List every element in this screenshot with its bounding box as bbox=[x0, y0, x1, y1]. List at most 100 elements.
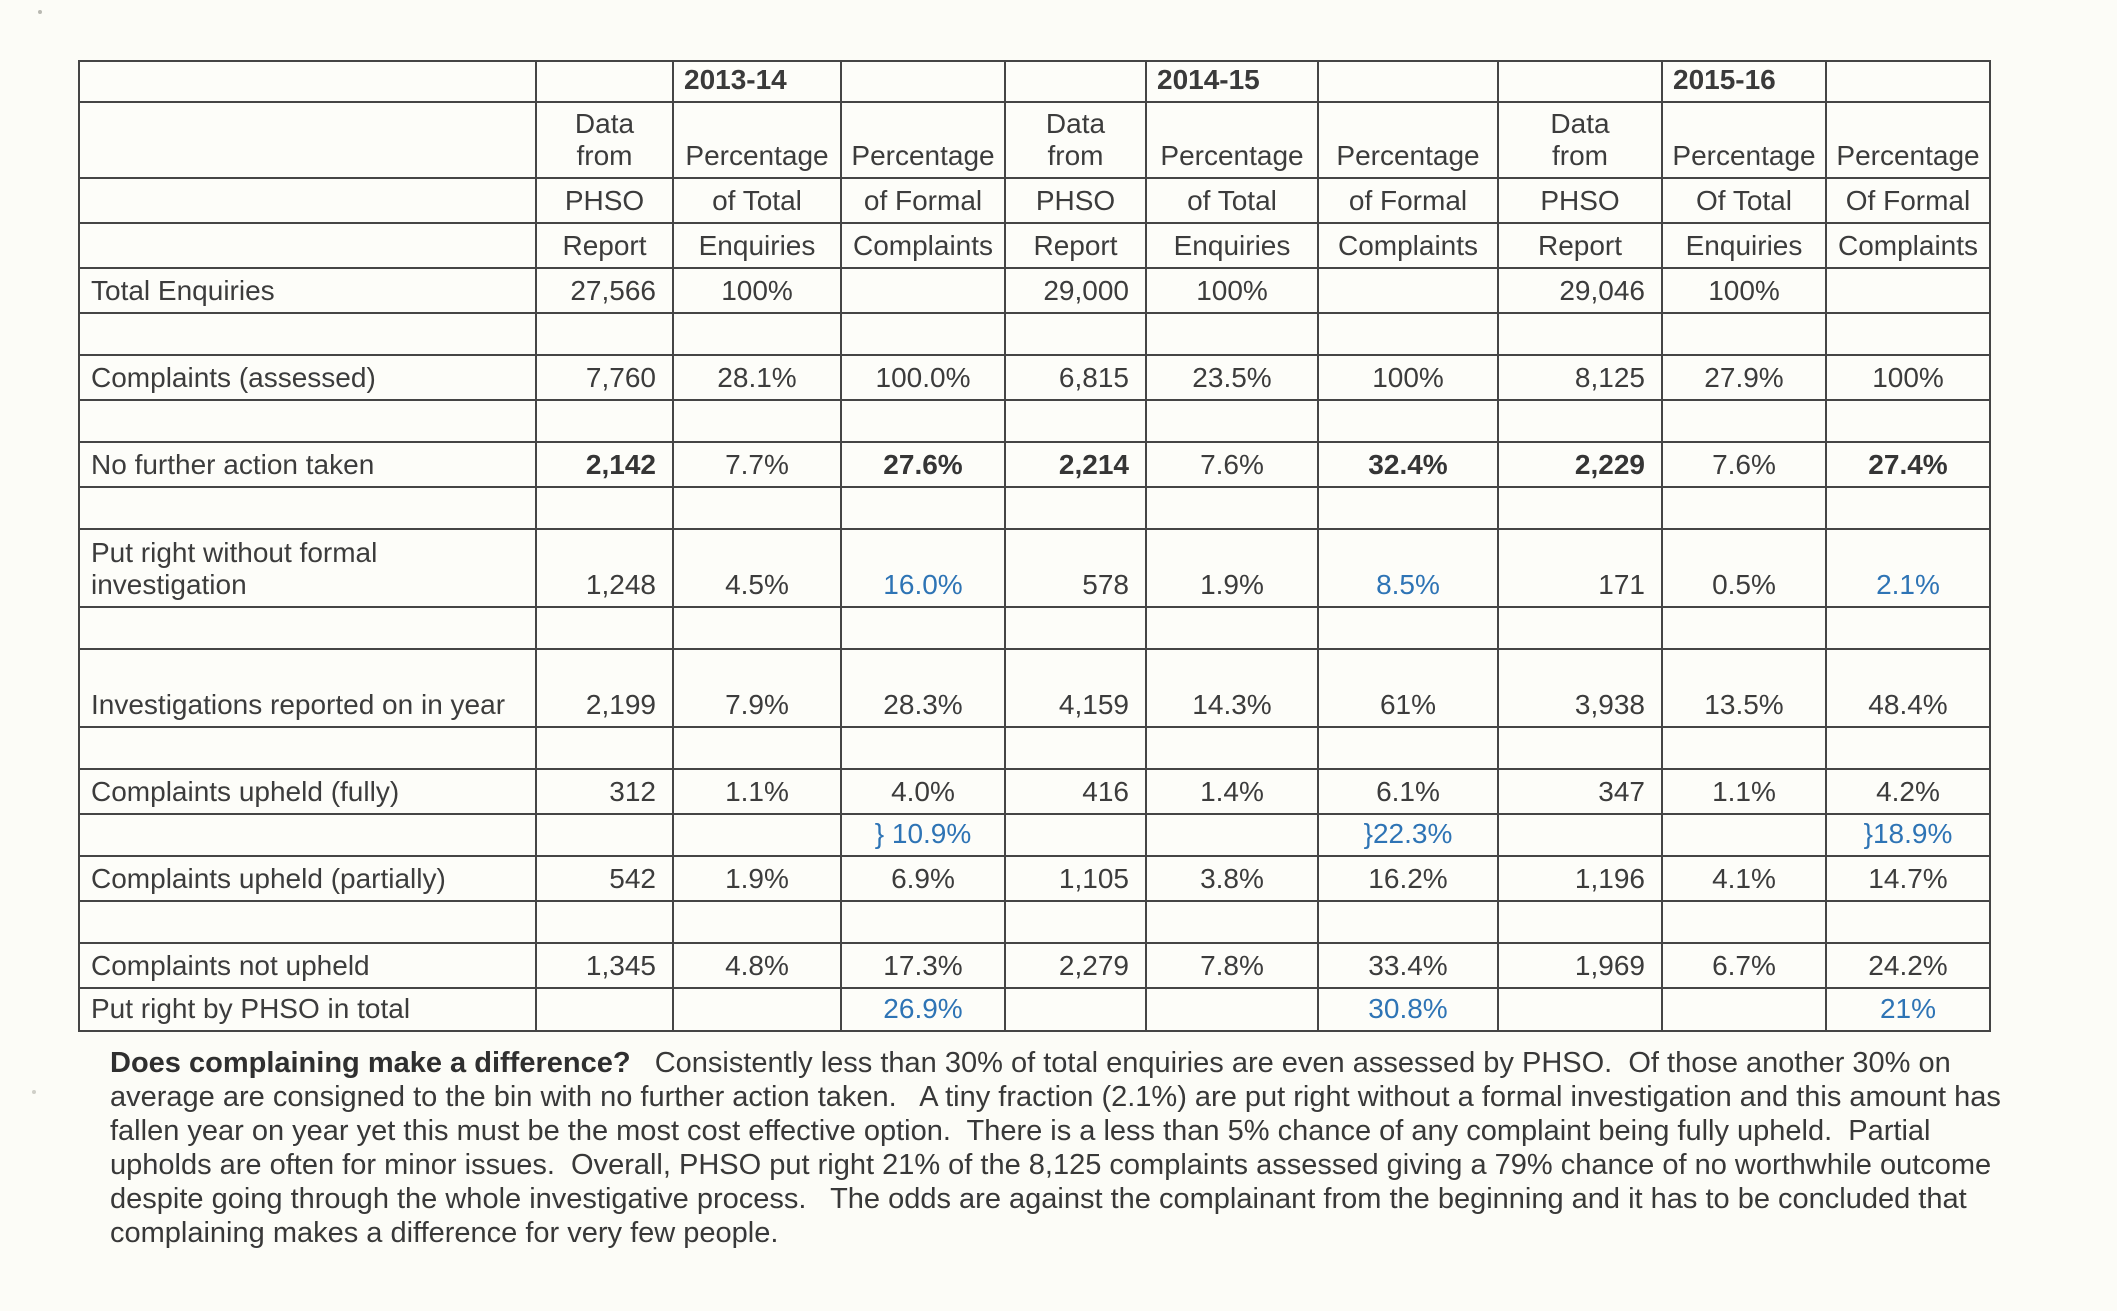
column-header-cell: Enquiries bbox=[1661, 222, 1827, 269]
empty-cell bbox=[78, 101, 537, 179]
table-row: Complaints (assessed) 7,760 28.1% 100.0% 6,8… bbox=[78, 354, 1991, 401]
empty-cell bbox=[1145, 486, 1319, 530]
column-header-cell: PHSO bbox=[1004, 177, 1147, 224]
empty-cell bbox=[78, 222, 537, 269]
data-cell: 1,248 bbox=[535, 528, 674, 608]
year-header-row: 2013-14 2014-15 2015-16 bbox=[78, 60, 1991, 103]
empty-cell bbox=[1004, 987, 1147, 1032]
data-cell: 61% bbox=[1317, 648, 1499, 728]
table-row: Complaints upheld (partially) 542 1.9% 6.9%… bbox=[78, 855, 1991, 902]
data-cell: 2,279 bbox=[1004, 942, 1147, 989]
column-header-cell: Report bbox=[1004, 222, 1147, 269]
data-cell: 7,760 bbox=[535, 354, 674, 401]
column-header-cell: of Formal bbox=[840, 177, 1006, 224]
empty-cell bbox=[840, 486, 1006, 530]
empty-cell bbox=[1497, 813, 1663, 857]
data-cell: 100% bbox=[1825, 354, 1991, 401]
column-header-cell: Data from bbox=[1497, 101, 1663, 179]
empty-cell bbox=[672, 399, 842, 443]
table-row: No further action taken 2,142 7.7% 27.6% 2,2… bbox=[78, 441, 1991, 488]
column-header-cell: Data from bbox=[535, 101, 674, 179]
empty-cell bbox=[672, 312, 842, 356]
empty-cell bbox=[78, 399, 537, 443]
data-cell: 28.3% bbox=[840, 648, 1006, 728]
data-cell: 1,969 bbox=[1497, 942, 1663, 989]
empty-cell bbox=[1661, 606, 1827, 650]
empty-cell bbox=[1004, 486, 1147, 530]
row-label-cell: Complaints (assessed) bbox=[78, 354, 537, 401]
empty-cell bbox=[1004, 312, 1147, 356]
data-cell: 6,815 bbox=[1004, 354, 1147, 401]
table-body: 2013-14 2014-15 2015-16 Data from Percentage… bbox=[78, 60, 1991, 1032]
empty-cell bbox=[1317, 60, 1499, 103]
empty-cell bbox=[1825, 60, 1991, 103]
empty-cell bbox=[1661, 900, 1827, 944]
empty-cell bbox=[535, 987, 674, 1032]
empty-cell bbox=[1317, 399, 1499, 443]
empty-cell bbox=[1497, 900, 1663, 944]
data-cell: 1.1% bbox=[672, 768, 842, 815]
data-cell: 100.0% bbox=[840, 354, 1006, 401]
empty-cell bbox=[1317, 267, 1499, 314]
data-cell: 3,938 bbox=[1497, 648, 1663, 728]
empty-cell bbox=[1317, 312, 1499, 356]
data-cell: 100% bbox=[1661, 267, 1827, 314]
empty-cell bbox=[1497, 987, 1663, 1032]
column-header-row: PHSO of Total of Formal PHSO of Total of Form… bbox=[78, 177, 1991, 224]
column-header-cell: Complaints bbox=[1317, 222, 1499, 269]
column-header-cell: Percentage bbox=[840, 101, 1006, 179]
empty-cell bbox=[1661, 399, 1827, 443]
data-cell: 4.1% bbox=[1661, 855, 1827, 902]
empty-cell bbox=[1825, 267, 1991, 314]
data-cell: 2,214 bbox=[1004, 441, 1147, 488]
data-cell: 1.9% bbox=[672, 855, 842, 902]
table-row: Complaints not upheld 1,345 4.8% 17.3% 2,279… bbox=[78, 942, 1991, 989]
empty-cell bbox=[535, 813, 674, 857]
column-header-cell: of Total bbox=[672, 177, 842, 224]
data-cell: 100% bbox=[1145, 267, 1319, 314]
empty-cell bbox=[535, 900, 674, 944]
column-header-row: Report Enquiries Complaints Report Enquiries… bbox=[78, 222, 1991, 269]
empty-cell bbox=[1661, 312, 1827, 356]
data-cell: }22.3% bbox=[1317, 813, 1499, 857]
scan-speck-artifacts bbox=[38, 10, 42, 14]
empty-cell bbox=[672, 813, 842, 857]
empty-cell bbox=[535, 606, 674, 650]
data-cell: 100% bbox=[1317, 354, 1499, 401]
table-row: } 10.9%}22.3%}18.9% bbox=[78, 813, 1991, 857]
data-cell: 7.6% bbox=[1661, 441, 1827, 488]
data-cell: 578 bbox=[1004, 528, 1147, 608]
empty-cell bbox=[672, 987, 842, 1032]
data-cell: 7.9% bbox=[672, 648, 842, 728]
data-cell: 6.1% bbox=[1317, 768, 1499, 815]
data-cell: 27.4% bbox=[1825, 441, 1991, 488]
data-cell: 1.9% bbox=[1145, 528, 1319, 608]
data-cell: 416 bbox=[1004, 768, 1147, 815]
row-label-cell: Complaints upheld (fully) bbox=[78, 768, 537, 815]
empty-cell bbox=[1145, 987, 1319, 1032]
data-cell: 14.3% bbox=[1145, 648, 1319, 728]
data-cell: 13.5% bbox=[1661, 648, 1827, 728]
results-table: 2013-14 2014-15 2015-16 Data from Percentage… bbox=[78, 60, 1991, 1032]
empty-cell bbox=[840, 399, 1006, 443]
data-cell: 26.9% bbox=[840, 987, 1006, 1032]
data-cell: 542 bbox=[535, 855, 674, 902]
empty-cell bbox=[535, 486, 674, 530]
data-cell: 16.0% bbox=[840, 528, 1006, 608]
empty-cell bbox=[840, 60, 1006, 103]
empty-cell bbox=[1004, 813, 1147, 857]
data-cell: 27,566 bbox=[535, 267, 674, 314]
data-cell: 2,199 bbox=[535, 648, 674, 728]
data-cell: 7.7% bbox=[672, 441, 842, 488]
empty-cell bbox=[78, 177, 537, 224]
data-cell: 1,105 bbox=[1004, 855, 1147, 902]
empty-cell bbox=[840, 312, 1006, 356]
data-cell: } 10.9% bbox=[840, 813, 1006, 857]
data-cell: 27.6% bbox=[840, 441, 1006, 488]
empty-cell bbox=[1497, 606, 1663, 650]
data-cell: 347 bbox=[1497, 768, 1663, 815]
column-header-cell: Report bbox=[535, 222, 674, 269]
data-cell: 17.3% bbox=[840, 942, 1006, 989]
column-header-cell: Percentage bbox=[1825, 101, 1991, 179]
